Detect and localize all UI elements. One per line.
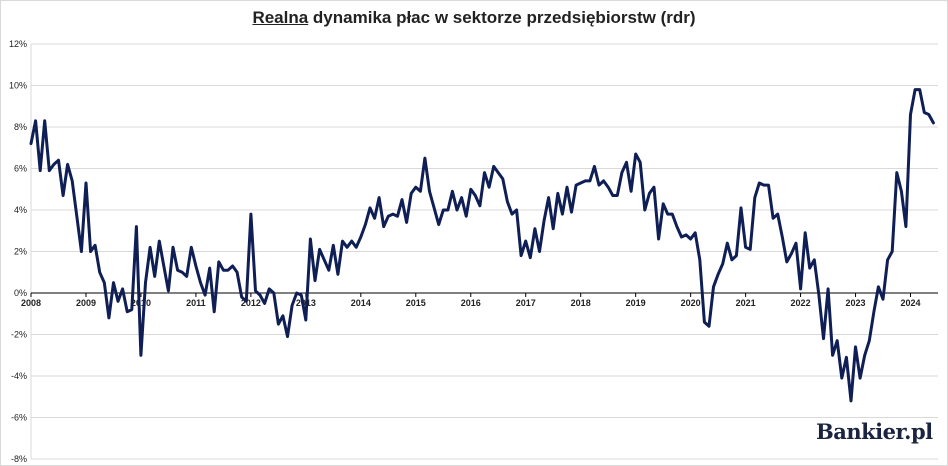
chart-title: Realna dynamika płac w sektorze przedsię… xyxy=(0,8,948,28)
y-tick-label: 0% xyxy=(14,288,27,298)
x-tick-label: 2016 xyxy=(461,298,481,308)
y-tick-label: -2% xyxy=(11,330,27,340)
chart-title-underlined: Realna xyxy=(252,8,309,27)
y-tick-label: -4% xyxy=(11,371,27,381)
x-tick-label: 2020 xyxy=(681,298,701,308)
y-tick-label: 6% xyxy=(14,164,27,174)
x-axis xyxy=(30,292,938,297)
x-tick-label: 2017 xyxy=(516,298,536,308)
x-tick-label: 2010 xyxy=(131,298,151,308)
x-tick-label: 2009 xyxy=(76,298,96,308)
y-tick-label: 12% xyxy=(9,39,27,49)
x-tick-label: 2023 xyxy=(846,298,866,308)
y-tick-label: -8% xyxy=(11,454,27,464)
x-tick-label: 2011 xyxy=(186,298,206,308)
y-tick-label: 4% xyxy=(14,205,27,215)
bankier-logo: Bankier.pl xyxy=(816,419,933,444)
x-tick-label: 2008 xyxy=(21,298,41,308)
y-tick-label: 2% xyxy=(14,247,27,257)
y-tick-label: 10% xyxy=(9,81,27,91)
x-tick-label: 2014 xyxy=(351,298,371,308)
x-tick-label: 2018 xyxy=(571,298,591,308)
y-tick-label: 8% xyxy=(14,122,27,132)
series-group xyxy=(29,88,935,403)
x-tick-label: 2022 xyxy=(791,298,811,308)
x-tick-label: 2019 xyxy=(626,298,646,308)
x-axis-tick-labels: 2008 2009 2010 2011 2012 2013 2014 2015 2016 2017… xyxy=(21,298,921,308)
y-tick-label: -6% xyxy=(11,413,27,423)
y-axis-tick-labels: 12% 10% 8% 6% 4% 2% 0% -2% -4% -6% -8% xyxy=(9,39,27,464)
series-line-0 xyxy=(29,88,935,403)
x-tick-label: 2015 xyxy=(406,298,426,308)
x-tick-label: 2012 xyxy=(241,298,261,308)
x-tick-label: 2024 xyxy=(900,298,920,308)
x-tick-label: 2021 xyxy=(736,298,756,308)
chart-title-rest: dynamika płac w sektorze przedsiębiorstw… xyxy=(308,8,696,27)
gridlines xyxy=(30,43,938,460)
